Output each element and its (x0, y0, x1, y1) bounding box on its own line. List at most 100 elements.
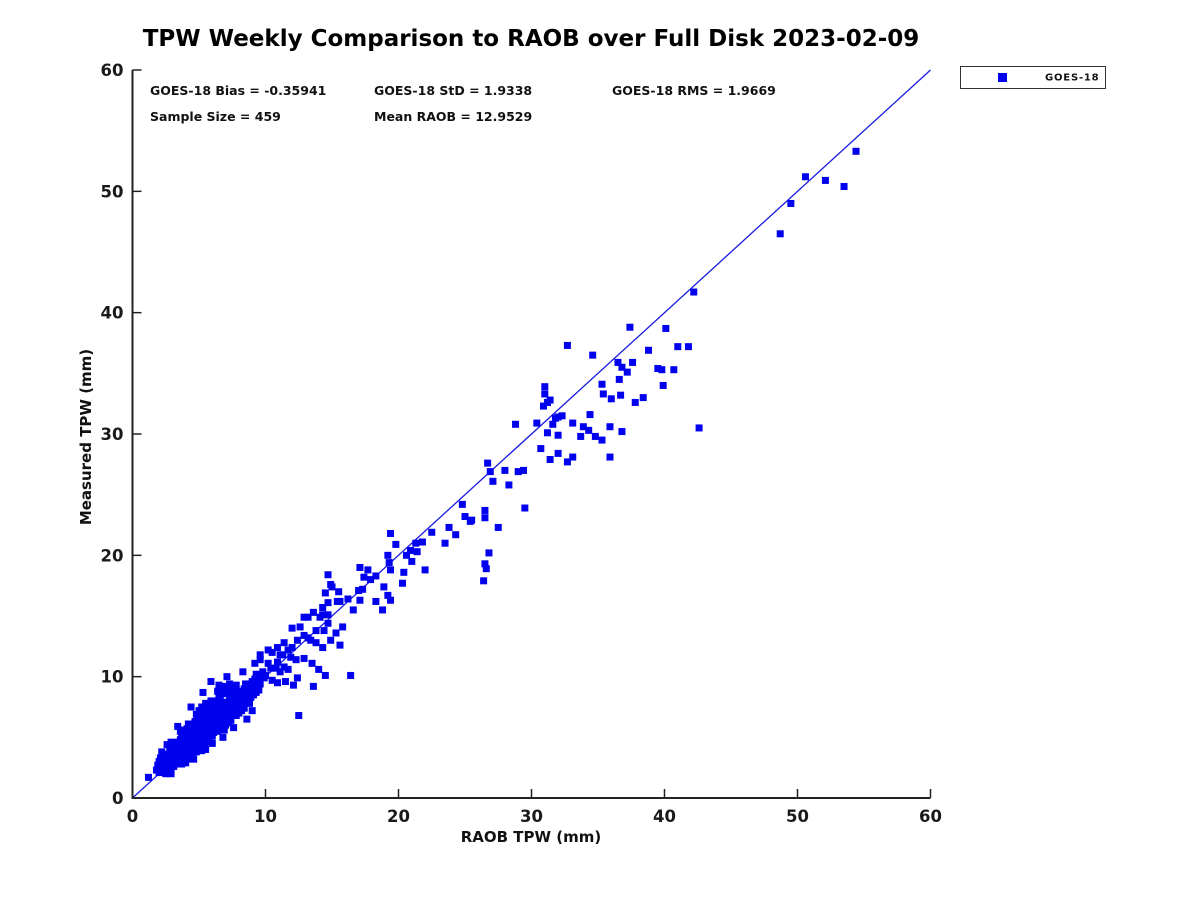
scatter-point (367, 576, 375, 584)
scatter-point (615, 375, 623, 383)
scatter-point (385, 559, 393, 567)
scatter-point (256, 680, 264, 688)
scatter-point (441, 539, 449, 547)
scatter-point (617, 391, 625, 399)
scatter-point (480, 577, 488, 585)
scatter-point (485, 549, 493, 557)
y-tick-label: 20 (101, 546, 124, 565)
scatter-point (569, 453, 577, 461)
scatter-point (418, 538, 426, 546)
scatter-point (541, 383, 549, 391)
x-tick-label: 0 (127, 807, 138, 826)
scatter-point (585, 426, 593, 434)
scatter-point (356, 563, 364, 571)
scatter-point (631, 398, 639, 406)
scatter-point (360, 573, 368, 581)
scatter-point (204, 709, 212, 717)
scatter-point (364, 566, 372, 574)
scatter-point (607, 395, 615, 403)
scatter-point (239, 668, 247, 676)
scatter-point (300, 654, 308, 662)
scatter-point (349, 606, 357, 614)
scatter-point (569, 419, 577, 427)
legend-box: GOES-18 (960, 66, 1106, 89)
scatter-point (214, 727, 222, 735)
scatter-point (223, 673, 231, 681)
scatter-point (486, 468, 494, 476)
scatter-point (606, 423, 614, 431)
scatter-point (264, 646, 272, 654)
scatter-point (787, 199, 795, 207)
scatter-point (324, 571, 332, 579)
scatter-point (402, 551, 410, 559)
scatter-point (188, 750, 196, 758)
scatter-point (196, 731, 204, 739)
scatter-point (184, 720, 192, 728)
scatter-point (315, 665, 323, 673)
scatter-point (199, 720, 207, 728)
scatter-point (413, 548, 421, 556)
y-tick-label: 10 (101, 668, 124, 687)
scatter-point (199, 737, 207, 745)
scatter-point (262, 671, 269, 679)
scatter-point (288, 624, 296, 632)
x-tick-label: 30 (520, 807, 543, 826)
scatter-point (215, 720, 223, 728)
scatter-point (216, 724, 224, 732)
scatter-point (505, 481, 513, 489)
scatter-point (481, 514, 489, 522)
x-tick-label: 10 (254, 807, 277, 826)
scatter-point (227, 685, 235, 693)
scatter-point (558, 412, 566, 420)
scatter-point (251, 659, 259, 667)
scatter-point (214, 687, 222, 695)
stat-bias: GOES-18 Bias = -0.35941 (150, 83, 327, 98)
scatter-point (216, 696, 224, 704)
scatter-point (662, 324, 670, 332)
scatter-point (220, 726, 228, 734)
scatter-point (194, 727, 202, 735)
chart-title: TPW Weekly Comparison to RAOB over Full … (142, 26, 920, 52)
scatter-point (202, 699, 210, 707)
scatter-point (228, 696, 236, 704)
y-tick-label: 40 (101, 304, 124, 323)
scatter-point (293, 674, 301, 682)
scatter-point (172, 747, 180, 755)
x-tick-label: 60 (919, 807, 942, 826)
scatter-point (163, 741, 171, 749)
scatter-point (554, 413, 562, 421)
scatter-point (284, 646, 292, 654)
scatter-point (304, 613, 312, 621)
scatter-point (541, 390, 549, 398)
scatter-point (332, 629, 340, 637)
scatter-point (167, 738, 175, 746)
scatter-point (289, 681, 297, 689)
scatter-point (183, 735, 191, 743)
scatter-point (267, 664, 275, 672)
scatter-point (144, 773, 152, 781)
legend-label: GOES-18 (1045, 72, 1100, 83)
scatter-point (218, 707, 226, 715)
scatter-point (276, 668, 284, 676)
scatter-point (379, 606, 387, 614)
scatter-point (840, 182, 848, 190)
scatter-point (549, 420, 557, 428)
scatter-point (268, 648, 276, 656)
scatter-point (658, 366, 666, 374)
scatter-point (546, 396, 554, 404)
scatter-point (452, 531, 460, 539)
stat-sample-size: Sample Size = 459 (150, 109, 281, 124)
scatter-point (287, 653, 295, 661)
scatter-point (384, 591, 392, 599)
scatter-point (520, 466, 528, 474)
scatter-point (406, 546, 414, 554)
scatter-point (579, 423, 587, 431)
scatter-point (208, 732, 216, 740)
scatter-point (468, 516, 476, 524)
scatter-point (645, 346, 653, 354)
stat-rms: GOES-18 RMS = 1.9669 (612, 83, 776, 98)
scatter-point (207, 678, 215, 686)
scatter-point (308, 659, 316, 667)
